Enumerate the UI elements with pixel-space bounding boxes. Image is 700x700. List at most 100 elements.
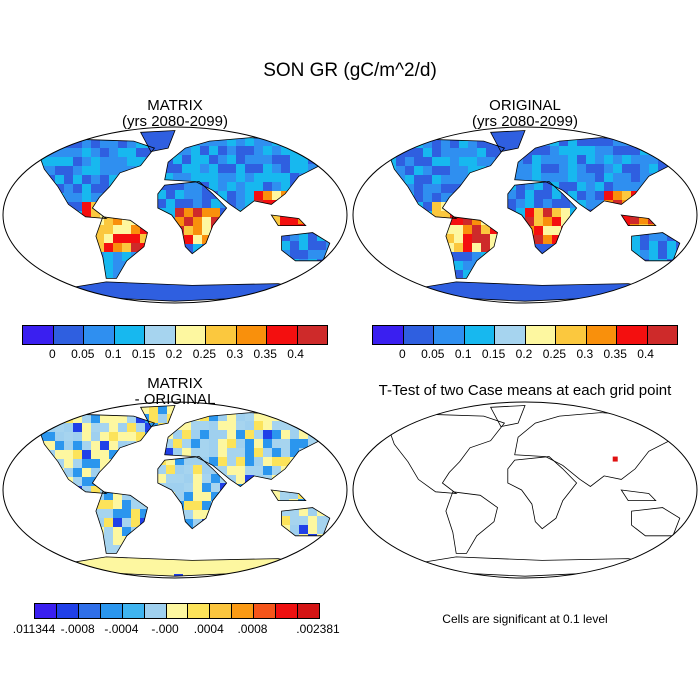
colorbar-swatch xyxy=(298,604,319,618)
grid-cell xyxy=(66,281,75,290)
grid-cell xyxy=(220,501,227,510)
grid-cell xyxy=(118,139,127,148)
grid-cell xyxy=(209,439,218,448)
grid-cell xyxy=(299,241,308,250)
grid-cell xyxy=(183,574,192,577)
grid-cell xyxy=(604,155,613,164)
grid-cell xyxy=(46,441,55,450)
grid-cell xyxy=(263,209,272,212)
grid-cell xyxy=(552,199,561,208)
grid-cell xyxy=(299,439,308,448)
grid-cell xyxy=(622,155,631,164)
grid-cell xyxy=(605,299,614,302)
grid-cell xyxy=(113,252,122,261)
grid-cell xyxy=(300,281,309,290)
grid-cell xyxy=(658,191,667,200)
grid-cell xyxy=(318,565,327,574)
colorbar-swatch xyxy=(434,326,465,344)
grid-cell xyxy=(640,173,649,182)
grid-cell xyxy=(122,261,131,270)
grid-cell xyxy=(488,281,497,290)
grid-cell xyxy=(109,139,118,148)
colorbar-swatch xyxy=(495,326,526,344)
grid-cell xyxy=(308,448,317,457)
grid-cell xyxy=(66,574,75,577)
grid-cell xyxy=(414,193,423,202)
grid-cell xyxy=(220,483,227,492)
grid-cell xyxy=(118,157,127,166)
grid-cell xyxy=(387,211,396,219)
grid-cell xyxy=(552,226,561,235)
grid-cell xyxy=(156,556,165,565)
colorbar-swatch xyxy=(122,604,145,618)
grid-cell xyxy=(182,146,191,155)
grid-cell xyxy=(308,466,317,475)
grid-cell xyxy=(210,556,219,565)
grid-cell xyxy=(586,146,595,155)
grid-cell xyxy=(534,226,543,235)
grid-cell xyxy=(193,253,202,254)
grid-cell xyxy=(209,146,218,155)
grid-cell xyxy=(570,217,577,226)
grid-cell xyxy=(380,299,389,302)
grid-cell xyxy=(613,209,622,212)
grid-cell xyxy=(154,175,155,184)
grid-cell xyxy=(472,216,481,225)
grid-cell xyxy=(154,450,155,459)
grid-cell xyxy=(290,173,299,182)
grid-cell xyxy=(209,421,218,430)
grid-cell xyxy=(131,243,140,252)
grid-cell xyxy=(308,164,317,173)
grid-cell xyxy=(131,545,140,554)
grid-cell xyxy=(550,155,559,164)
grid-cell xyxy=(100,193,109,202)
grid-cell xyxy=(173,137,182,146)
grid-cell xyxy=(118,450,127,459)
grid-cell xyxy=(300,556,309,565)
grid-cell xyxy=(237,556,246,565)
grid-cell xyxy=(236,155,245,164)
grid-cell xyxy=(443,299,452,302)
grid-cell xyxy=(113,500,122,509)
grid-cell xyxy=(450,166,459,175)
grid-cell xyxy=(37,459,46,468)
grid-cell xyxy=(541,164,550,173)
grid-cell xyxy=(157,208,166,217)
grid-cell xyxy=(91,486,100,494)
grid-cell xyxy=(317,137,326,146)
grid-cell xyxy=(147,556,156,565)
grid-cell xyxy=(272,173,281,182)
grid-cell xyxy=(405,139,414,148)
grid-cell xyxy=(173,173,182,182)
grid-cell xyxy=(111,574,120,577)
grid-cell xyxy=(481,243,490,252)
grid-cell xyxy=(157,528,166,529)
grid-cell xyxy=(227,421,236,430)
grid-cell xyxy=(640,137,649,146)
grid-cell xyxy=(211,528,220,529)
grid-cell xyxy=(131,536,140,545)
grid-cell xyxy=(445,234,454,243)
grid-cell xyxy=(586,182,595,191)
grid-cell xyxy=(514,173,523,182)
grid-cell xyxy=(193,199,202,208)
grid-cell xyxy=(100,148,109,157)
colorbar-swatch xyxy=(556,326,587,344)
grid-cell xyxy=(550,164,559,173)
grid-cell xyxy=(120,556,129,565)
grid-cell xyxy=(219,556,228,565)
grid-cell xyxy=(317,209,326,212)
grid-cell xyxy=(165,290,174,299)
grid-cell xyxy=(291,556,300,565)
grid-cell xyxy=(140,545,148,554)
grid-cell xyxy=(166,510,175,519)
grid-cell xyxy=(577,200,586,209)
grid-cell xyxy=(291,574,300,577)
grid-cell xyxy=(281,525,290,534)
grid-cell xyxy=(228,281,237,290)
colorbar-swatch xyxy=(56,604,79,618)
grid-cell xyxy=(263,173,272,182)
grid-cell xyxy=(202,190,211,199)
grid-cell xyxy=(184,483,193,492)
grid-cell xyxy=(525,253,534,254)
